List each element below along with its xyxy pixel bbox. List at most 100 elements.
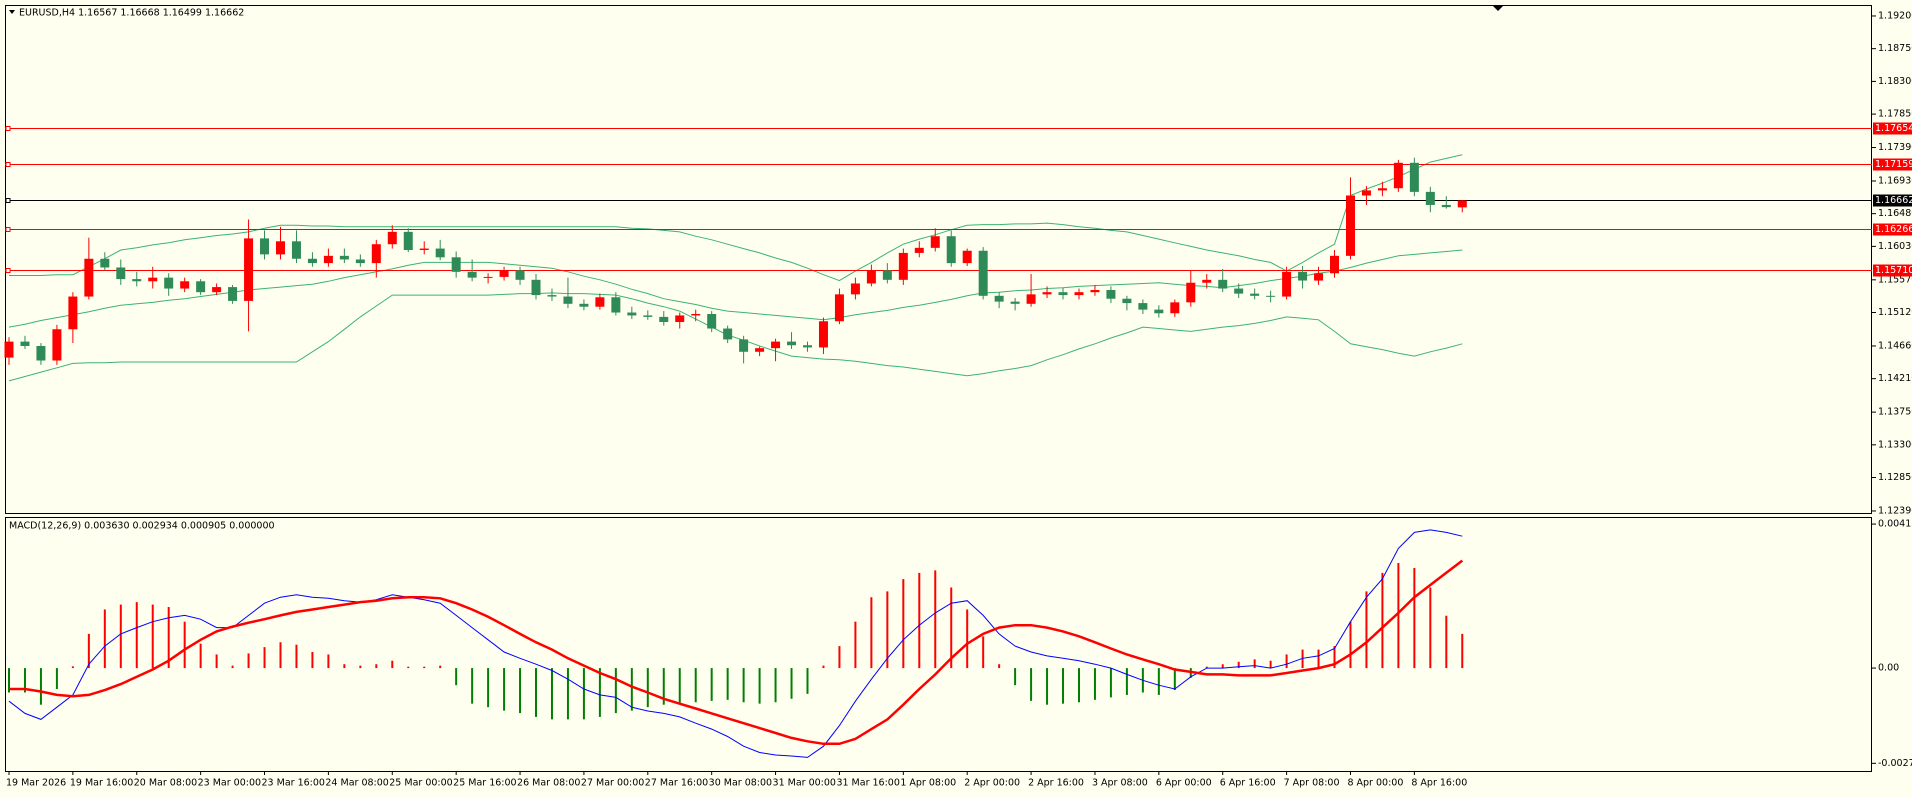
candle-body (563, 296, 573, 304)
candle-body (547, 295, 557, 297)
candle-body (1409, 162, 1419, 192)
level-label: 1.17159 (1875, 159, 1912, 170)
y-tick-label: 1.16480 (1878, 208, 1912, 219)
y-tick-label: 1.18750 (1878, 43, 1912, 54)
candle-body (307, 258, 317, 264)
level-label-box (1873, 194, 1912, 207)
y-tick-label: 1.16030 (1878, 241, 1912, 252)
x-tick-label: 6 Apr 16:00 (1220, 778, 1276, 789)
y-tick-label: 1.14210 (1878, 373, 1912, 384)
candle-body (627, 312, 637, 316)
x-tick-label: 8 Apr 00:00 (1347, 778, 1403, 789)
level-label: 1.17654 (1875, 123, 1912, 134)
candle-body (244, 238, 254, 301)
x-tick-label: 31 Mar 00:00 (773, 778, 836, 789)
candle-body (1250, 293, 1260, 296)
candle-body (1234, 288, 1244, 294)
level-anchor (5, 198, 11, 203)
x-tick-label: 23 Mar 00:00 (198, 778, 261, 789)
y-tick-label: 1.13300 (1878, 439, 1912, 450)
candle-body (196, 281, 206, 293)
candle-body (898, 252, 908, 280)
level-anchor (5, 227, 11, 232)
y-tick-label: 1.15120 (1878, 307, 1912, 318)
y-tick-label: 1.19200 (1878, 10, 1912, 21)
candle-body (946, 236, 956, 264)
level-label-box (1873, 223, 1912, 236)
x-tick-label: 20 Mar 08:00 (134, 778, 197, 789)
candle-body (1186, 282, 1196, 303)
candle-body (451, 257, 461, 272)
candle-body (419, 248, 429, 251)
x-tick-label: 7 Apr 08:00 (1284, 778, 1340, 789)
candle-body (164, 277, 174, 289)
candle-body (1106, 290, 1116, 299)
macd-panel (5, 517, 1872, 772)
candle-body (180, 281, 190, 289)
candle-body (403, 231, 413, 251)
symbol-menu-arrow (9, 10, 15, 14)
x-tick-label: 2 Apr 16:00 (1028, 778, 1084, 789)
candle-body (1154, 309, 1164, 314)
x-tick-label: 24 Mar 08:00 (325, 778, 388, 789)
candle-body (52, 329, 62, 361)
price-panel (5, 5, 1872, 514)
x-tick-label: 27 Mar 16:00 (645, 778, 708, 789)
x-tick-label: 23 Mar 16:00 (262, 778, 325, 789)
x-tick-label: 31 Mar 16:00 (836, 778, 899, 789)
candle-body (914, 247, 924, 253)
candle-body (435, 248, 445, 258)
candle-body (1058, 292, 1068, 296)
candle-body (1170, 302, 1180, 314)
candle-body (818, 321, 828, 348)
candle-body (355, 259, 365, 264)
candle-body (1266, 295, 1276, 297)
candle-body (1010, 301, 1020, 304)
x-tick-label: 30 Mar 08:00 (709, 778, 772, 789)
candle-body (707, 313, 717, 329)
candle-body (515, 270, 525, 280)
y-tick-label: 1.14660 (1878, 340, 1912, 351)
level-label-box (1873, 158, 1912, 171)
candle-body (1330, 255, 1340, 274)
chart-title: EURUSD,H4 1.16567 1.16668 1.16499 1.1666… (19, 8, 244, 19)
x-tick-label: 3 Apr 08:00 (1092, 778, 1148, 789)
candle-body (1425, 191, 1435, 205)
candle-body (675, 315, 685, 322)
candle-body (228, 287, 238, 301)
candle-body (1218, 279, 1228, 289)
candle-body (643, 315, 653, 317)
level-anchor (5, 126, 11, 131)
candle-body (962, 250, 972, 264)
x-tick-label: 19 Mar 2026 (6, 778, 66, 789)
candle-body (323, 255, 333, 264)
candle-body (595, 297, 605, 307)
candle-body (4, 341, 14, 358)
x-tick-label: 25 Mar 00:00 (389, 778, 452, 789)
candle-body (1298, 271, 1308, 281)
y-tick-label: 0.00 (1878, 663, 1899, 674)
candle-body (723, 328, 733, 340)
y-tick-label: 1.12850 (1878, 472, 1912, 483)
candle-body (467, 271, 477, 278)
level-label: 1.16266 (1875, 224, 1912, 235)
candle-body (978, 250, 988, 296)
candle-body (1377, 188, 1387, 191)
candle-body (291, 241, 301, 259)
x-tick-label: 27 Mar 00:00 (581, 778, 644, 789)
x-tick-label: 1 Apr 08:00 (900, 778, 956, 789)
level-label-box (1873, 264, 1912, 277)
candle-body (260, 238, 270, 255)
x-tick-label: 6 Apr 00:00 (1156, 778, 1212, 789)
candle-body (1202, 279, 1212, 283)
candle-body (1441, 204, 1451, 208)
candle-body (483, 276, 493, 278)
candle-body (994, 295, 1004, 302)
candle-body (84, 258, 94, 297)
y-tick-label: 1.13750 (1878, 407, 1912, 418)
candle-body (275, 241, 285, 255)
candle-body (1074, 292, 1084, 296)
x-tick-label: 2 Apr 00:00 (964, 778, 1020, 789)
